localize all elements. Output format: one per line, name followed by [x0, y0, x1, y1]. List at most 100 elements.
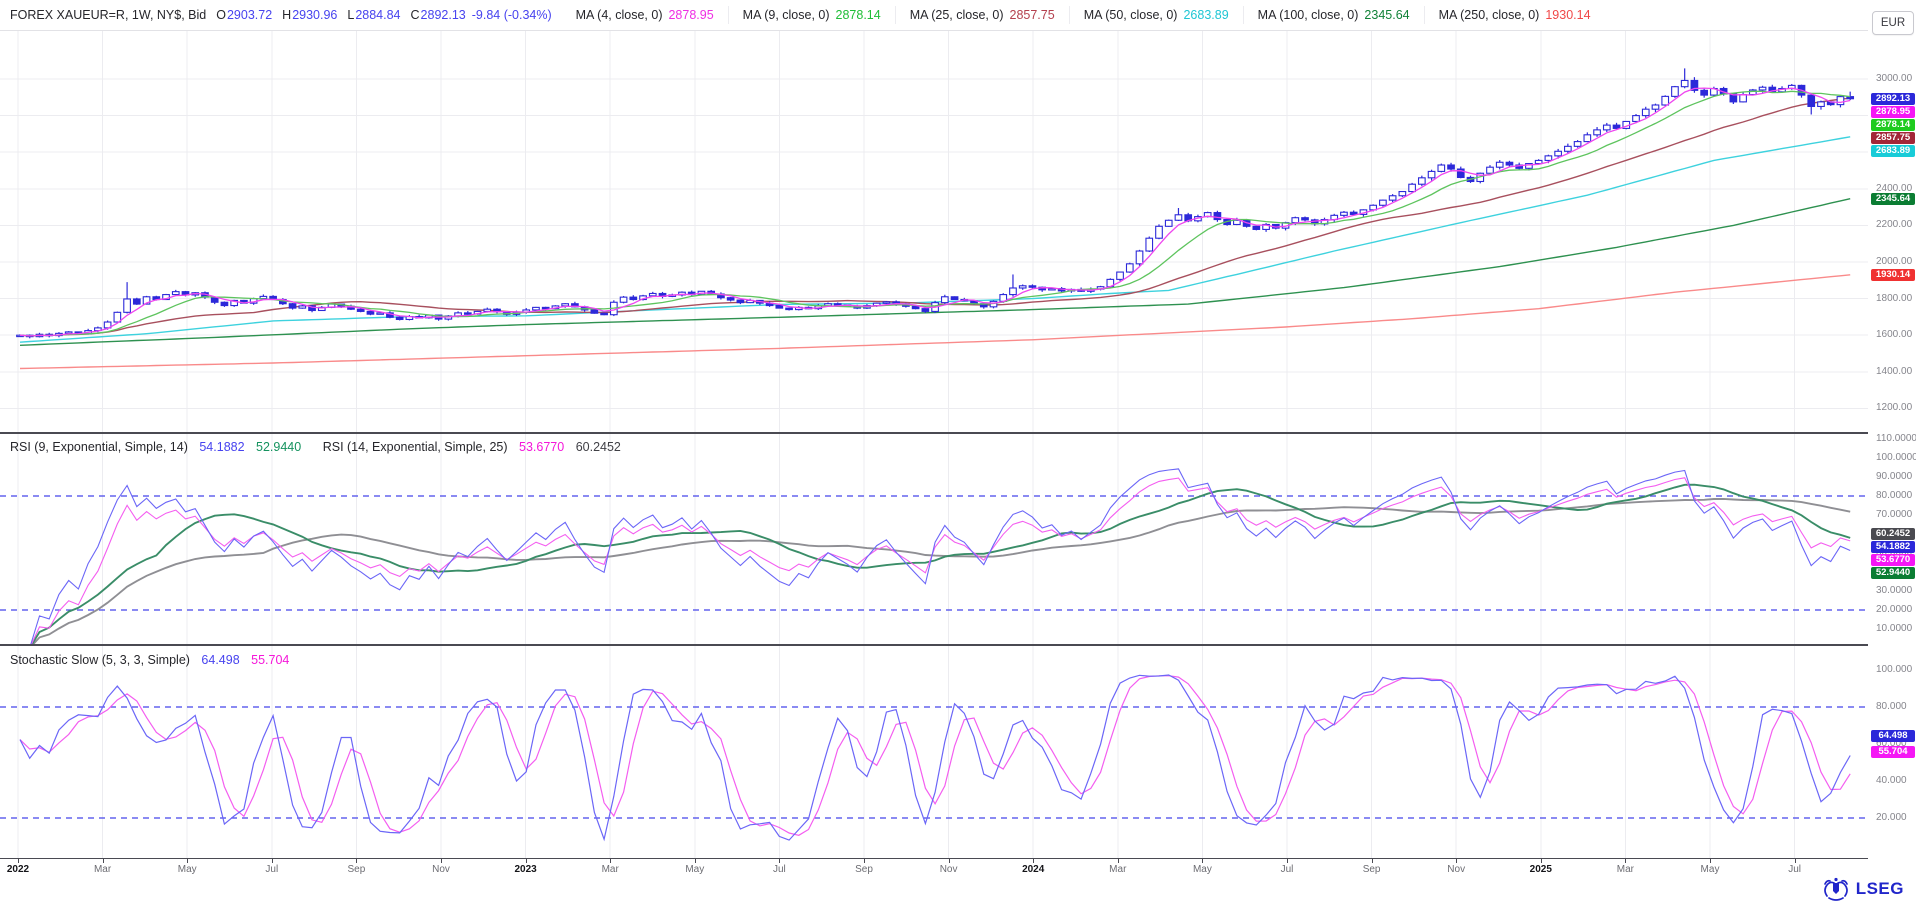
- price-tick-label: 1600.00: [1876, 329, 1913, 341]
- price-axis[interactable]: 3000.002800.002600.002400.002200.002000.…: [1868, 0, 1916, 905]
- ma-legend-value: 2857.75: [1009, 8, 1055, 22]
- time-axis-label: Nov: [1447, 864, 1466, 875]
- ma-legend-value: 2683.89: [1183, 8, 1229, 22]
- price-badge: 2878.95: [1871, 105, 1915, 118]
- time-tick: [948, 859, 950, 863]
- price-tick-label: 80.0000: [1876, 490, 1913, 501]
- price-tick-label: 1800.00: [1876, 292, 1913, 304]
- ma-legend-label: MA (50, close, 0): [1083, 8, 1178, 22]
- panel-separator-rsi: [0, 432, 1916, 434]
- price-tick-label: 70.0000: [1876, 509, 1913, 520]
- lseg-logo: LSEG: [1821, 876, 1904, 902]
- currency-button[interactable]: EUR: [1872, 11, 1914, 35]
- time-axis-label: May: [685, 864, 705, 875]
- ma-legend-item: MA (100, close, 0) 2345.64: [1242, 6, 1424, 24]
- stoch-label: Stochastic Slow (5, 3, 3, Simple): [10, 653, 190, 667]
- time-tick: [864, 859, 865, 863]
- stoch-d-value: 55.704: [251, 653, 290, 667]
- rsi-chart-canvas[interactable]: [0, 433, 1868, 650]
- price-tick-label: 80.000: [1876, 701, 1907, 712]
- ma-legend-label: MA (4, close, 0): [575, 8, 663, 22]
- time-tick: [1540, 859, 1542, 863]
- price-badge: 1930.14: [1871, 268, 1915, 281]
- price-tick-label: 100.000: [1876, 664, 1913, 675]
- time-tick: [1117, 859, 1119, 863]
- price-tick-label: 1400.00: [1876, 365, 1913, 377]
- ma-legend-item: MA (25, close, 0) 2857.75: [894, 6, 1069, 24]
- change-value: -9.84 (-0.34%): [471, 8, 552, 22]
- price-tick-label: 100.0000: [1876, 452, 1916, 463]
- time-axis-line: [0, 858, 1916, 859]
- ma-legend-value: 2345.64: [1364, 8, 1410, 22]
- rsi-fast-ma-value: 52.9440: [256, 440, 302, 454]
- ma-legend-label: MA (100, close, 0): [1257, 8, 1359, 22]
- time-axis-label: Nov: [432, 864, 450, 875]
- time-tick: [1033, 859, 1035, 863]
- high-label: H: [282, 8, 292, 22]
- time-axis[interactable]: 2022 Mar May Jul Sep Nov 2023 Mar May Jul Sep Nov 20…: [0, 859, 1868, 881]
- rsi-slow-label: RSI (14, Exponential, Simple, 25): [322, 440, 508, 454]
- rsi-header: RSI (9, Exponential, Simple, 14) 54.1882…: [10, 440, 629, 454]
- ma-legend-value: 1930.14: [1545, 8, 1591, 22]
- price-tick-label: 60.000: [1876, 738, 1907, 749]
- price-badge: 52.9440: [1871, 566, 1915, 579]
- header-divider: [0, 30, 1916, 31]
- price-tick-label: 3000.00: [1876, 73, 1913, 84]
- time-tick: [610, 859, 612, 863]
- time-tick: [1710, 859, 1711, 863]
- time-tick: [525, 859, 527, 863]
- time-axis-label: Sep: [855, 864, 873, 875]
- time-tick: [102, 859, 104, 863]
- stoch-chart-canvas[interactable]: [0, 645, 1868, 863]
- price-tick-label: 110.0000: [1876, 433, 1916, 444]
- time-tick: [1625, 859, 1627, 863]
- time-axis-label: Mar: [1616, 864, 1635, 875]
- time-tick: [1371, 859, 1373, 863]
- time-axis-label: May: [1700, 864, 1720, 875]
- main-chart-canvas[interactable]: [0, 30, 1868, 438]
- time-axis-label: Sep: [1362, 864, 1381, 875]
- time-tick: [1794, 859, 1796, 863]
- price-tick-label: 30.0000: [1876, 585, 1913, 596]
- lseg-crest-icon: [1823, 877, 1848, 901]
- low-value: 2884.84: [355, 8, 401, 22]
- rsi-slow-value: 53.6770: [519, 440, 565, 454]
- time-axis-label: 2024: [1022, 864, 1045, 875]
- time-axis-label: 2023: [514, 864, 537, 875]
- time-axis-label: Jul: [1788, 864, 1801, 875]
- rsi-fast-label: RSI (9, Exponential, Simple, 14): [10, 440, 188, 454]
- price-tick-label: 10.0000: [1876, 623, 1913, 634]
- price-tick-label: 2000.00: [1876, 256, 1913, 267]
- time-tick: [441, 859, 442, 863]
- ma-legend-item: MA (50, close, 0) 2683.89: [1068, 6, 1243, 24]
- close-value: 2892.13: [420, 8, 466, 22]
- high-value: 2930.96: [292, 8, 338, 22]
- ma-legend: MA (4, close, 0) 2878.95 MA (9, close, 0) 2…: [566, 6, 1605, 24]
- time-tick: [1456, 859, 1458, 863]
- time-tick: [271, 859, 273, 863]
- time-axis-label: May: [1192, 864, 1212, 875]
- time-axis-label: Nov: [939, 864, 958, 875]
- lseg-logo-text: LSEG: [1855, 879, 1904, 898]
- instrument-title: FOREX XAUEUR=R, 1W, NY$, Bid: [10, 8, 207, 22]
- panel-separator-stoch: [0, 644, 1916, 646]
- stoch-k-value: 64.498: [201, 653, 240, 667]
- time-tick: [356, 859, 358, 863]
- ma-legend-item: MA (9, close, 0) 2878.14: [727, 6, 895, 24]
- price-badge: 64.498: [1871, 729, 1915, 742]
- ma-legend-label: MA (25, close, 0): [909, 8, 1004, 22]
- ma-legend-label: MA (250, close, 0): [1438, 8, 1540, 22]
- time-axis-label: Jul: [265, 864, 279, 875]
- price-tick-label: 90.0000: [1876, 471, 1913, 482]
- time-axis-label: Mar: [93, 864, 112, 875]
- stoch-header: Stochastic Slow (5, 3, 3, Simple) 64.498…: [10, 653, 297, 667]
- time-tick: [1202, 859, 1204, 863]
- time-axis-label: Sep: [347, 864, 366, 875]
- time-axis-label: 2022: [6, 864, 30, 875]
- price-badge: 2345.64: [1871, 192, 1915, 205]
- ma-legend-label: MA (9, close, 0): [742, 8, 830, 22]
- price-badge: 2892.13: [1871, 92, 1915, 105]
